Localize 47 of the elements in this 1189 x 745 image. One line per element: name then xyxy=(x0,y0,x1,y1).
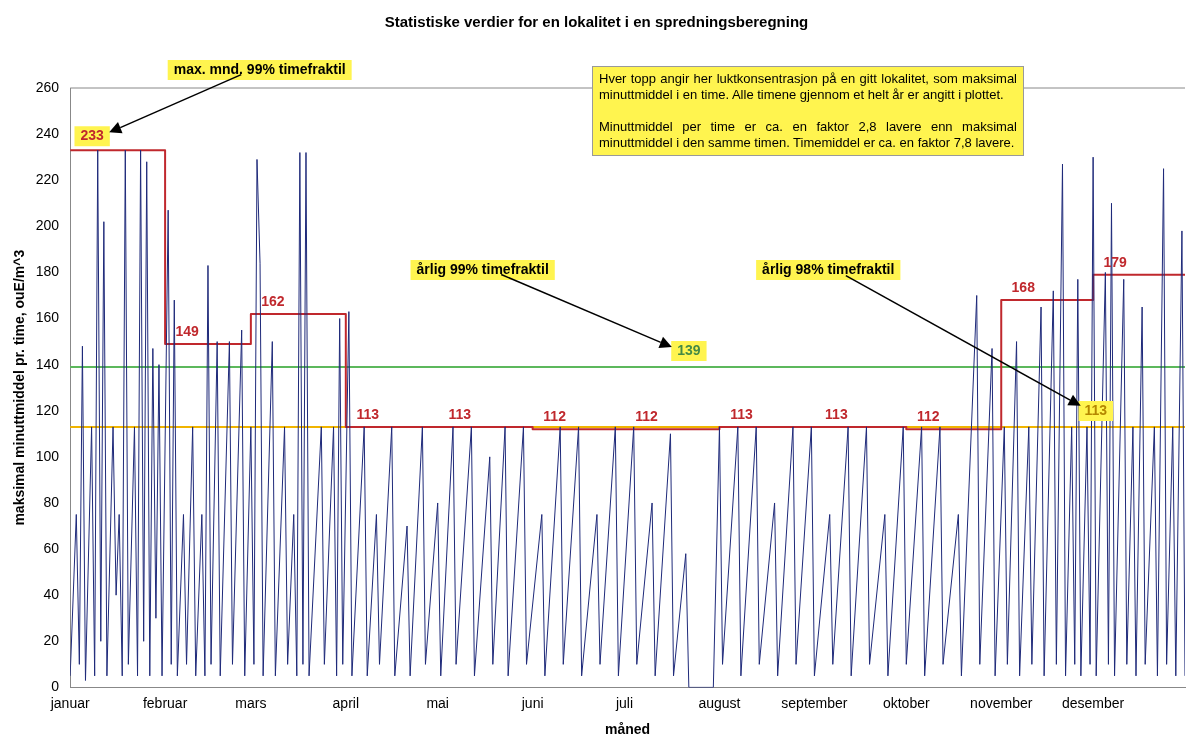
y-tick-label: 80 xyxy=(43,493,60,510)
y-tick-label: 40 xyxy=(43,586,60,603)
y-tick-label: 0 xyxy=(51,678,60,695)
y-tick-label: 20 xyxy=(43,632,60,649)
data-label: 112 xyxy=(543,408,567,425)
x-tick-label: mai xyxy=(426,694,449,711)
ref-line-label: 139 xyxy=(677,341,701,358)
data-label: 113 xyxy=(730,405,753,422)
x-tick-label: juni xyxy=(520,694,544,711)
y-tick-label: 260 xyxy=(35,78,60,95)
annotation: Hver topp angir her luktkonsentrasjon på en gitt lokalitet, som maksimal minuttmiddel i en time. Alle timene gjennom et helt år er angitt i plottet. xyxy=(599,71,1017,103)
y-tick-label: 120 xyxy=(35,401,60,418)
x-tick-label: oktober xyxy=(882,694,930,711)
chart-title: Statistiske verdier for en lokalitet i en spredningsberegning xyxy=(384,13,809,31)
data-label: 113 xyxy=(825,405,848,422)
annotation: årlig 98% timefraktil xyxy=(762,260,895,277)
x-tick-label: juli xyxy=(614,694,634,711)
data-label: 113 xyxy=(448,405,472,422)
y-axis-title: maksimal minuttmiddel pr. time, ouE/m^3 xyxy=(11,249,28,526)
ref-line-label: 113 xyxy=(1084,401,1108,418)
x-tick-label: september xyxy=(781,694,848,711)
data-label: 112 xyxy=(916,408,940,425)
y-tick-label: 60 xyxy=(43,539,60,556)
x-tick-label: november xyxy=(970,694,1033,711)
x-tick-label: april xyxy=(332,694,360,711)
y-tick-label: 160 xyxy=(35,309,60,326)
data-label: 162 xyxy=(261,292,285,309)
annotation: Minuttmiddel per time er ca. en faktor 2,8 lavere enn maksimal minuttmiddel i den samme timen. Timemiddel er ca. en faktor 7,8 lavere. xyxy=(599,119,1017,151)
y-tick-label: 180 xyxy=(35,263,60,280)
y-tick-label: 140 xyxy=(35,355,60,372)
x-tick-label: januar xyxy=(49,694,90,711)
data-label: 149 xyxy=(175,322,199,339)
x-tick-label: februar xyxy=(142,694,188,711)
text: max. mnd. 99% timefraktil xyxy=(173,60,346,77)
x-tick-label: mars xyxy=(235,694,267,711)
x-tick-label: august xyxy=(698,694,741,711)
annotation: årlig 99% timefraktil xyxy=(416,260,549,277)
y-tick-label: 200 xyxy=(35,217,60,234)
data-label: 113 xyxy=(356,405,380,422)
data-label: 112 xyxy=(635,408,659,425)
y-tick-label: 240 xyxy=(35,124,60,141)
x-axis-title: måned xyxy=(605,721,651,738)
data-label: 168 xyxy=(1011,278,1036,295)
x-tick-label: desember xyxy=(1061,694,1125,711)
y-tick-label: 220 xyxy=(35,171,60,188)
data-label: 233 xyxy=(80,127,105,144)
y-tick-label: 100 xyxy=(35,447,60,464)
